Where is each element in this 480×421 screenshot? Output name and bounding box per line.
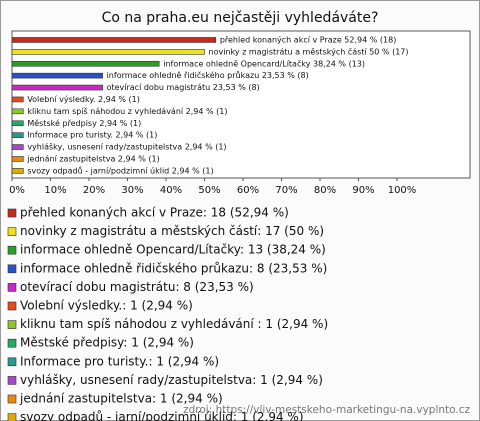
legend-label: přehled konaných akcí v Praze: 18 (52,94… — [20, 206, 289, 220]
legend-label: Městské předpisy: 1 (2,94 %) — [20, 336, 194, 350]
value-label: Městské předpisy 2,94 % (1) — [27, 118, 141, 128]
legend-swatch — [7, 227, 17, 236]
value-label: novinky z magistrátu a městských částí 5… — [209, 46, 409, 56]
legend-swatch — [7, 283, 17, 292]
value-label: Informace pro turisty. 2,94 % (1) — [27, 131, 157, 140]
x-tick-label: 10% — [44, 185, 66, 196]
bar — [11, 132, 24, 138]
value-label: otevírací dobu magistrátu 23,53 % (8) — [107, 83, 260, 92]
legend-swatch — [7, 320, 17, 329]
bar — [11, 49, 205, 55]
legend-swatch — [7, 264, 17, 274]
x-tick-label: 40% — [160, 185, 182, 196]
legend-label: svozy odpadů - jarní/podzimní úklid: 1 (… — [20, 410, 304, 421]
legend-label: novinky z magistrátu a městských částí: … — [20, 224, 324, 238]
chart-title: Co na praha.eu nejčastěji vyhledáváte? — [102, 10, 379, 26]
bar — [11, 96, 24, 103]
x-tick-label: 100% — [388, 185, 417, 196]
value-label: svozy odpadů - jarní/podzimní úklid 2,94… — [27, 165, 213, 175]
x-tick-label: 30% — [121, 185, 143, 196]
value-label: informace ohledně řidičského průkazu 23,… — [107, 70, 309, 80]
bar — [11, 120, 24, 127]
bar — [11, 37, 217, 43]
legend-label: Informace pro turisty.: 1 (2,94 %) — [20, 354, 219, 368]
x-tick-label: 80% — [314, 185, 336, 196]
legend-swatch — [7, 357, 17, 367]
source: zdroj: https://vliv-mestskeho-marketingu… — [183, 404, 470, 416]
legend-label: Volební výsledky.: 1 (2,94 %) — [20, 299, 193, 313]
legend-label: kliknu tam spíš náhodou z vyhledávání : … — [20, 317, 328, 331]
legend-label: jednání zastupitelstva: 1 (2,94 %) — [19, 392, 223, 406]
legend-swatch — [7, 301, 17, 311]
x-tick-label: 50% — [198, 185, 220, 196]
legend-swatch — [7, 376, 17, 385]
value-label: přehled konaných akcí v Praze 52,94 % (1… — [220, 35, 397, 44]
bar — [11, 72, 103, 79]
bar — [11, 144, 24, 150]
plot-area — [11, 30, 471, 179]
value-label: Volební výsledky. 2,94 % (1) — [27, 95, 140, 104]
bar — [11, 84, 103, 91]
value-label: informace ohledně Opencard/Lítačky 38,24… — [163, 58, 365, 68]
x-tick-label: 20% — [83, 185, 105, 196]
legend-swatch — [7, 338, 17, 348]
legend-label: informace ohledně Opencard/Lítačky: 13 (… — [20, 243, 326, 257]
value-label: vyhlášky, usnesení rady/zastupitelstva 2… — [27, 142, 226, 152]
legend-label: vyhlášky, usnesení rady/zastupitelstva: … — [20, 373, 323, 387]
legend-swatch — [7, 413, 17, 421]
bar — [11, 168, 24, 174]
legend-label: informace ohledně řidičského průkazu: 8 … — [20, 261, 327, 275]
bar — [11, 60, 160, 67]
legend-label: otevírací dobu magistrátu: 8 (23,53 %) — [20, 280, 254, 294]
x-tick-label: 90% — [352, 185, 374, 196]
legend-swatch — [7, 208, 17, 218]
legend-swatch — [7, 394, 17, 404]
bar — [11, 156, 24, 162]
legend-swatch — [7, 245, 17, 255]
x-tick-label: 70% — [275, 185, 297, 196]
x-tick-label: 60% — [237, 185, 259, 196]
value-label: jednání zastupitelstva 2,94 % (1) — [26, 154, 159, 163]
bar — [11, 108, 24, 115]
x-tick-label: 0% — [9, 185, 25, 196]
value-label: kliknu tam spíš náhodou z vyhledávání 2,… — [27, 106, 227, 116]
